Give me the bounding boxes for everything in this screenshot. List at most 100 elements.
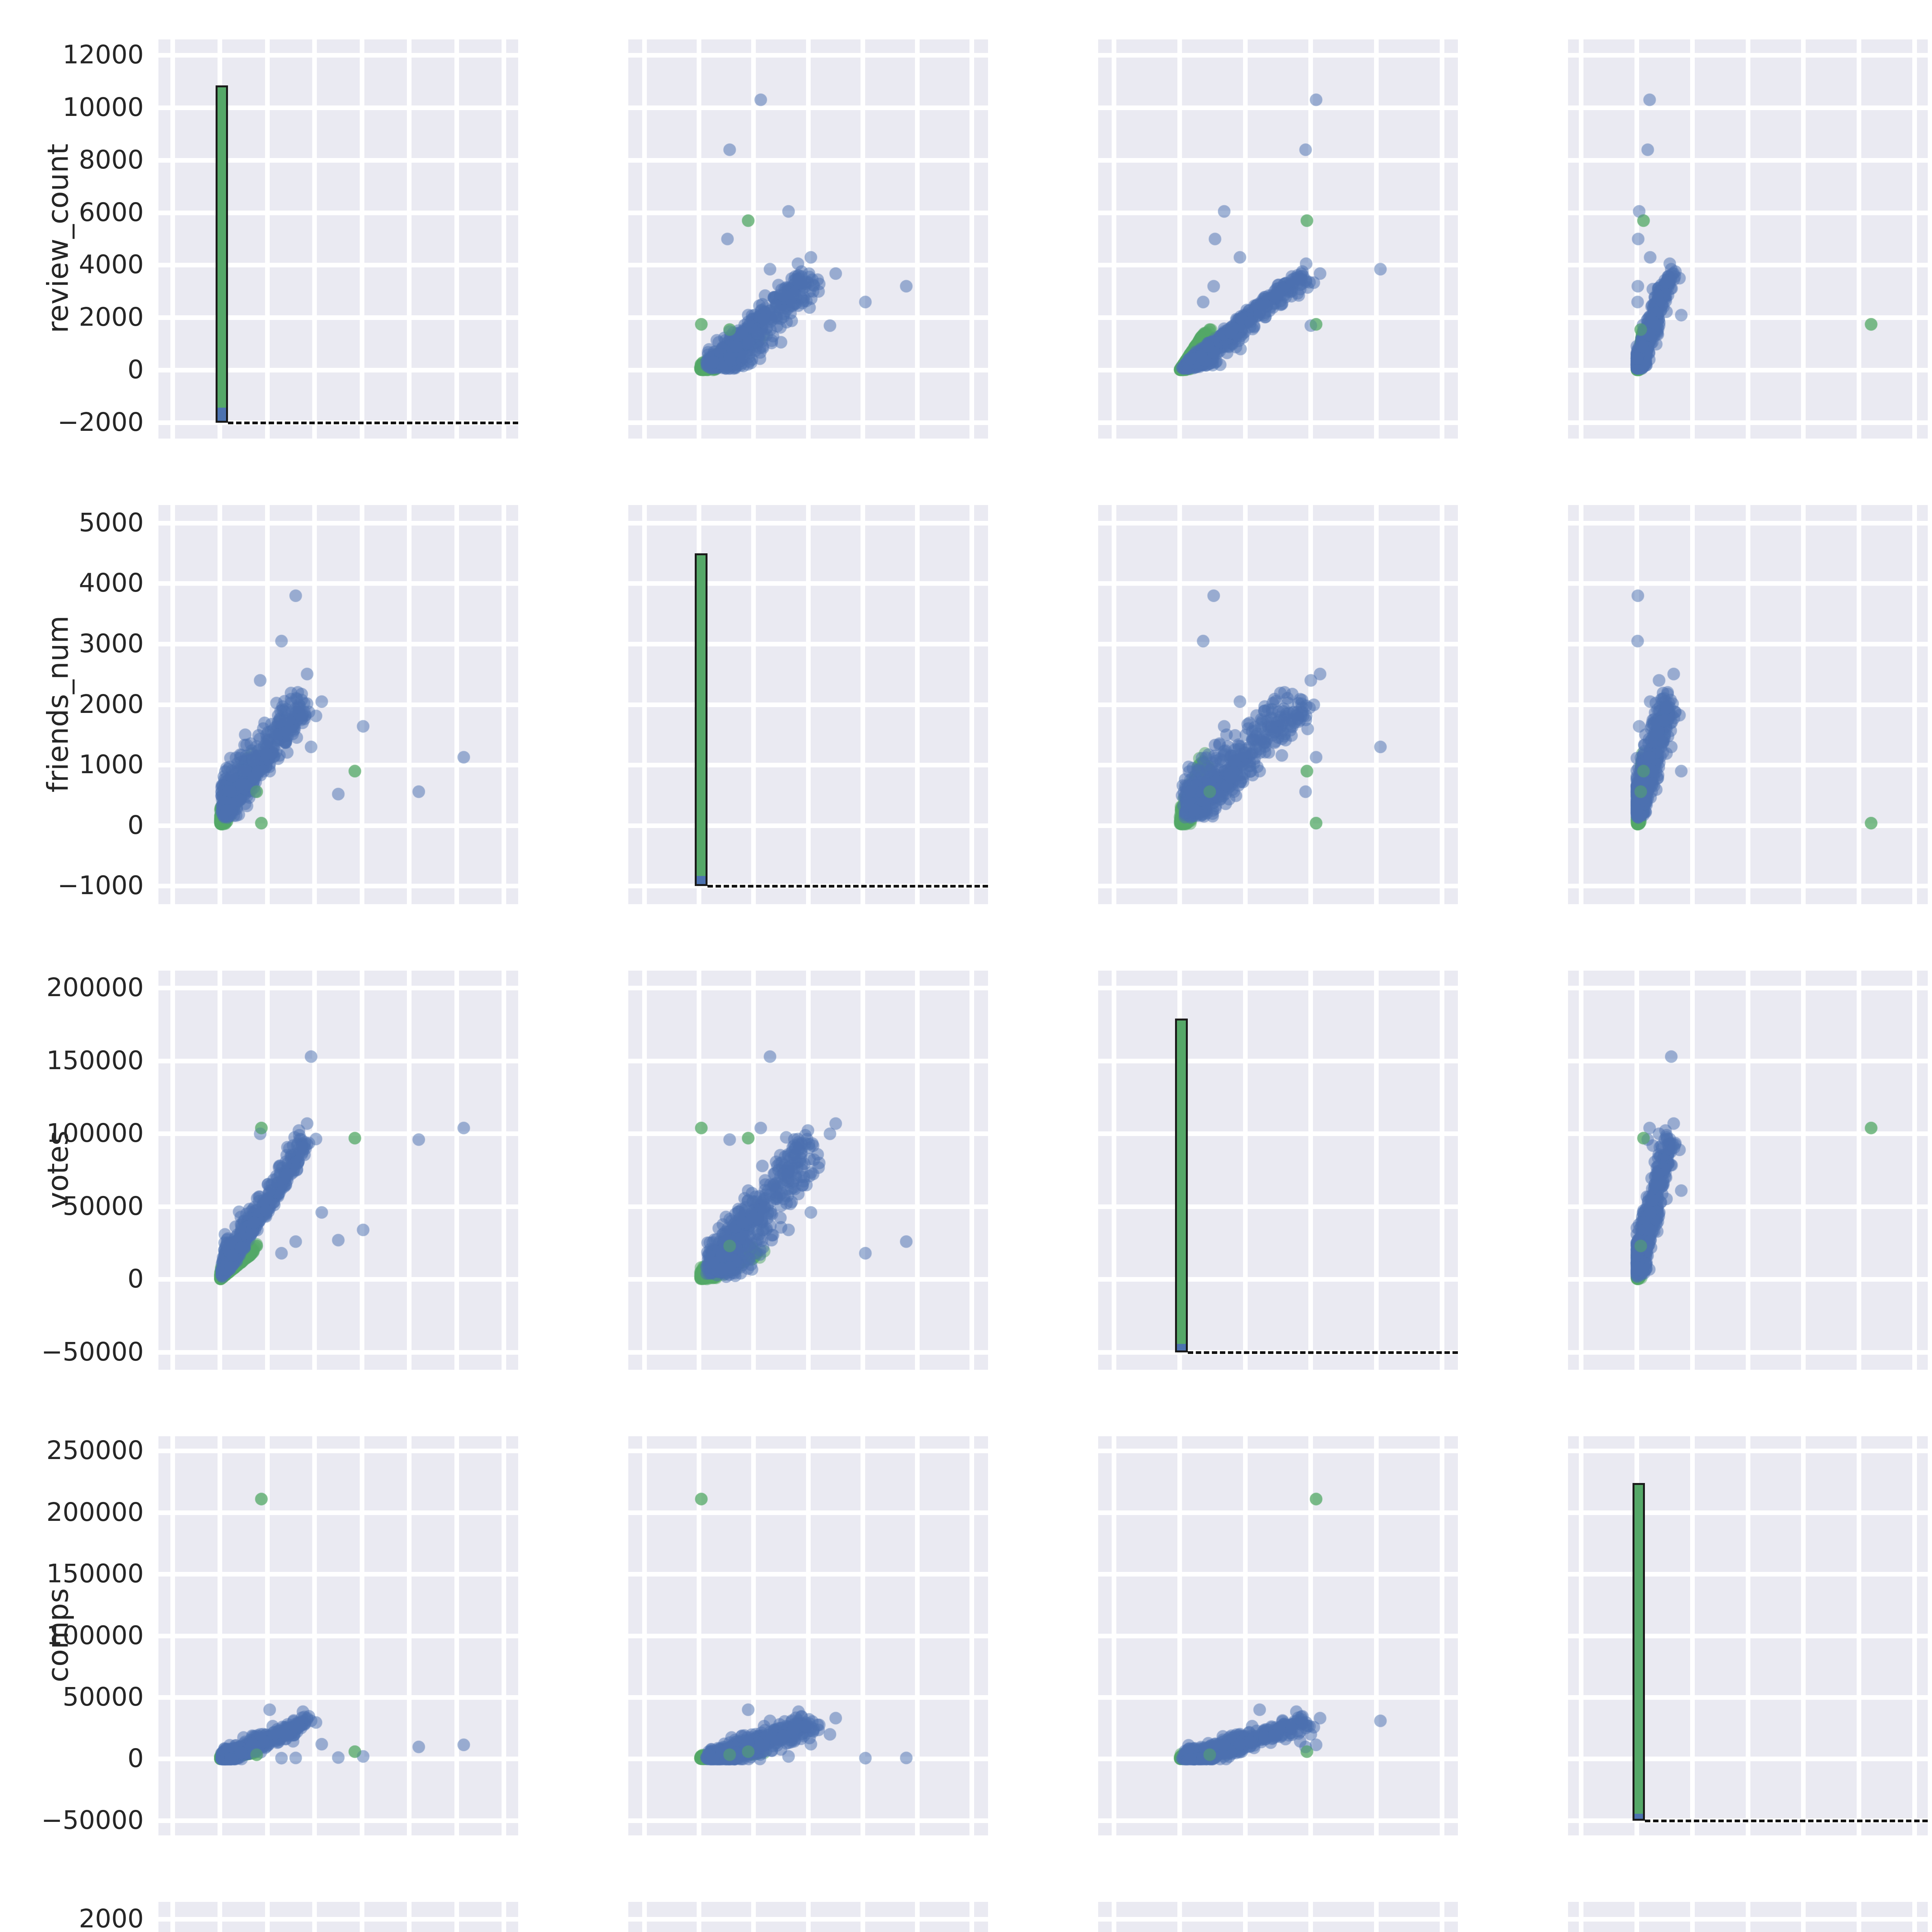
y-tick-label: 2000	[79, 302, 144, 332]
y-tick-label: 1000	[79, 750, 144, 779]
y-tick-label: 4000	[79, 568, 144, 598]
plot-panel	[1568, 1902, 1928, 1932]
histogram-segment-green	[1634, 1485, 1643, 1814]
y-tick-label: 3000	[79, 628, 144, 658]
scatter-cell-votes-vs-comps	[1568, 971, 1928, 1370]
y-axis-label-friends_num: friends_num	[41, 615, 75, 793]
y-tick-label: 50000	[63, 1682, 144, 1712]
horizontal-gridline	[1568, 1510, 1928, 1515]
histogram-baseline	[1645, 1819, 1928, 1822]
histogram-bar	[694, 553, 707, 886]
horizontal-gridline	[158, 210, 518, 215]
vertical-gridline	[312, 39, 317, 439]
plot-panel	[1098, 505, 1458, 904]
scatter-cell-comps-vs-friends_num	[628, 1436, 988, 1835]
horizontal-gridline	[628, 702, 988, 707]
plot-panel	[628, 971, 988, 1370]
scatter-points	[1098, 1436, 1458, 1835]
scatter-points	[628, 1436, 988, 1835]
scatter-cell-fans-vs-review_count	[158, 1902, 518, 1932]
scatter-cell-friends_num-vs-votes	[1098, 505, 1458, 904]
scatter-cell-comps-vs-review_count	[158, 1436, 518, 1835]
histogram-bar	[1632, 1483, 1645, 1821]
plot-panel	[1098, 1902, 1458, 1932]
scatter-cell-friends_num-vs-comps	[1568, 505, 1928, 904]
horizontal-gridline	[158, 53, 518, 58]
vertical-gridline	[1243, 971, 1248, 1370]
y-axis-label-comps: comps	[41, 1588, 75, 1682]
plot-panel	[1098, 971, 1458, 1370]
histogram-segment-green	[696, 555, 706, 876]
scatter-points	[158, 505, 518, 904]
scatter-points	[1568, 39, 1928, 439]
y-tick-label: 4000	[79, 250, 144, 280]
diagonal-cell-review_count-vs-review_count	[158, 39, 518, 439]
scatter-points	[158, 1902, 518, 1932]
scatter-points	[1568, 1902, 1928, 1932]
plot-panel	[1568, 971, 1928, 1370]
vertical-gridline	[1111, 971, 1116, 1370]
y-axis-label-review_count: review_count	[41, 143, 75, 333]
plot-panel	[1098, 1436, 1458, 1835]
plot-panel	[628, 1902, 988, 1932]
vertical-gridline	[454, 39, 459, 439]
y-tick-label: 150000	[46, 1045, 144, 1075]
horizontal-gridline	[628, 641, 988, 646]
horizontal-gridline	[158, 368, 518, 373]
histogram-baseline	[228, 422, 518, 425]
plot-panel	[1568, 1436, 1928, 1835]
y-tick-label: 5000	[79, 507, 144, 537]
vertical-gridline	[502, 39, 507, 439]
y-tick-label: 10000	[63, 92, 144, 122]
vertical-gridline	[1440, 971, 1445, 1370]
diagonal-cell-comps-vs-comps	[1568, 1436, 1928, 1835]
diagonal-cell-votes-vs-votes	[1098, 971, 1458, 1370]
horizontal-gridline	[158, 315, 518, 320]
scatter-cell-votes-vs-review_count	[158, 971, 518, 1370]
histogram-baseline	[707, 885, 988, 888]
y-tick-label: 250000	[46, 1435, 144, 1466]
plot-panel	[158, 971, 518, 1370]
y-tick-label: 0	[128, 1743, 144, 1774]
vertical-gridline	[1308, 971, 1313, 1370]
scatter-cell-votes-vs-friends_num	[628, 971, 988, 1370]
scatter-points	[628, 971, 988, 1370]
horizontal-gridline	[1568, 1633, 1928, 1638]
histogram-segment-blue	[217, 408, 226, 421]
y-tick-label: 150000	[46, 1559, 144, 1589]
scatter-cell-fans-vs-comps	[1568, 1902, 1928, 1932]
y-tick-label: 0	[128, 1264, 144, 1294]
y-tick-label: 2000	[79, 1904, 144, 1932]
y-tick-label: −50000	[41, 1337, 144, 1367]
scatter-cell-comps-vs-votes	[1098, 1436, 1458, 1835]
vertical-gridline	[359, 39, 364, 439]
plot-panel	[628, 39, 988, 439]
horizontal-gridline	[1098, 1131, 1458, 1136]
plot-panel	[1568, 39, 1928, 439]
horizontal-gridline	[1568, 1695, 1928, 1700]
y-tick-label: −50000	[41, 1805, 144, 1835]
horizontal-gridline	[1098, 1058, 1458, 1063]
plot-panel	[158, 39, 518, 439]
y-tick-label: 0	[128, 810, 144, 840]
horizontal-gridline	[158, 263, 518, 268]
scatter-cell-fans-vs-votes	[1098, 1902, 1458, 1932]
plot-panel	[1098, 39, 1458, 439]
scatter-points	[1098, 39, 1458, 439]
horizontal-gridline	[628, 823, 988, 828]
y-tick-label: −2000	[57, 407, 144, 437]
histogram-segment-blue	[1177, 1344, 1186, 1350]
scatter-points	[1568, 505, 1928, 904]
scatter-points	[1568, 971, 1928, 1370]
vertical-gridline	[265, 39, 270, 439]
vertical-gridline	[1374, 971, 1379, 1370]
horizontal-gridline	[1568, 1449, 1928, 1454]
histogram-segment-blue	[696, 876, 706, 884]
plot-panel	[628, 505, 988, 904]
histogram-segment-green	[217, 87, 226, 408]
horizontal-gridline	[158, 158, 518, 163]
vertical-gridline	[407, 39, 412, 439]
y-tick-label: 0	[128, 355, 144, 385]
plot-panel	[628, 1436, 988, 1835]
